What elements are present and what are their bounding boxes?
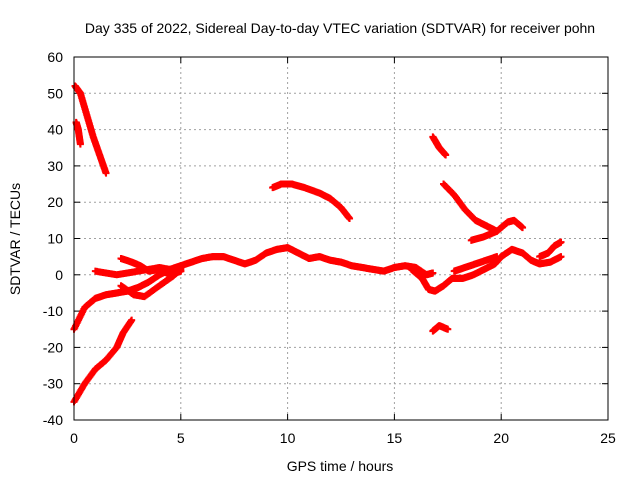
data-point [102, 169, 110, 177]
data-point [346, 215, 354, 223]
y-tick-label: -10 [43, 303, 63, 319]
data-series-arc-9 [269, 180, 354, 223]
data-series-arc-13 [429, 322, 452, 335]
data-point [76, 140, 84, 148]
chart-title: Day 335 of 2022, Sidereal Day-to-day VTE… [85, 20, 595, 36]
data-point [429, 269, 437, 277]
y-tick-label: -30 [43, 376, 63, 392]
data-point [442, 151, 450, 159]
plot-frame [73, 56, 609, 421]
data-point [557, 238, 565, 246]
data-series-arc-15 [450, 253, 501, 275]
data-point [493, 253, 501, 261]
axis-ticks: 0 5 10 15 20 25 -40 -30 -20 -10 0 10 20 30 40 50 60 [43, 49, 616, 446]
data-point [493, 227, 501, 235]
x-tick-label: 10 [280, 430, 296, 446]
x-tick-label: 5 [177, 430, 185, 446]
y-tick-label: 0 [55, 267, 63, 283]
x-axis-label: GPS time / hours [287, 458, 394, 474]
y-tick-label: 60 [47, 49, 63, 65]
y-tick-label: -20 [43, 339, 63, 355]
y-tick-label: 50 [47, 85, 63, 101]
data-series-arc-10 [429, 133, 450, 159]
x-tick-label: 0 [70, 430, 78, 446]
data-series-arc-16 [536, 238, 565, 261]
data-series-arc-11 [440, 180, 527, 235]
x-tick-label: 20 [493, 430, 509, 446]
data-series-arc-3 [70, 316, 136, 406]
y-tick-label: -40 [43, 412, 63, 428]
data-series-arc-1 [71, 82, 110, 177]
y-tick-label: 40 [47, 122, 63, 138]
data-series-arc-14 [407, 245, 565, 295]
data-point [519, 224, 527, 232]
y-tick-label: 20 [47, 194, 63, 210]
y-tick-label: 30 [47, 158, 63, 174]
x-tick-label: 15 [387, 430, 403, 446]
data-point [444, 325, 452, 333]
y-axis-label: SDTVAR / TECUs [7, 183, 23, 295]
data-series-arc-7 [117, 254, 185, 279]
x-tick-label: 25 [600, 430, 616, 446]
y-tick-label: 10 [47, 231, 63, 247]
data-series-arc-12 [467, 227, 501, 244]
data-point [128, 316, 136, 324]
data-series-arc-8 [177, 244, 437, 279]
data-point [557, 253, 565, 261]
data-points [70, 82, 565, 406]
grid [74, 57, 608, 420]
